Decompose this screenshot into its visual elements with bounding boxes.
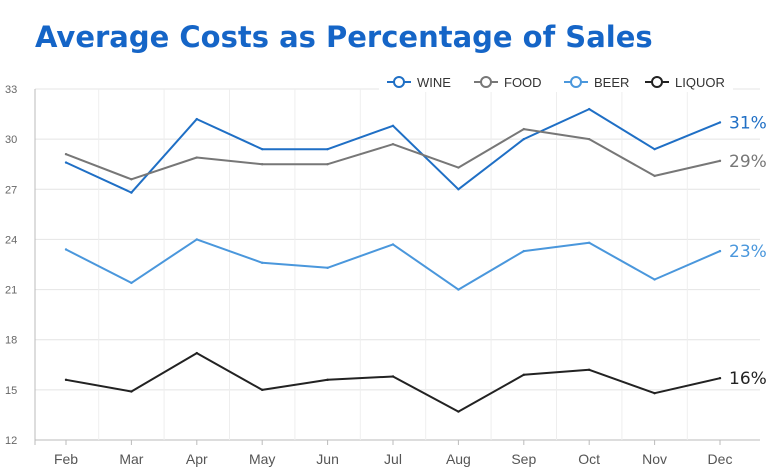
end-labels: 31% 29% 23% 16% <box>729 113 767 389</box>
data-point-liquor <box>457 410 460 413</box>
data-point-wine <box>457 188 460 191</box>
end-label-beer: 23% <box>729 242 767 262</box>
y-axis: 12 15 18 21 24 27 30 33 <box>5 84 17 447</box>
data-point-food <box>261 163 264 166</box>
data-point-wine <box>64 161 68 164</box>
legend-marker-liquor <box>651 76 663 88</box>
x-tick-label: Oct <box>578 451 600 467</box>
y-tick-label: 33 <box>5 84 17 96</box>
data-point-beer <box>195 238 198 241</box>
x-tick-label: Dec <box>708 451 733 467</box>
data-point-liquor <box>522 373 525 377</box>
data-point-wine <box>130 191 133 194</box>
x-tick-label: Nov <box>642 451 667 467</box>
data-point-liquor <box>326 378 329 382</box>
data-point-wine <box>326 147 329 151</box>
data-point-food <box>718 159 722 163</box>
end-label-food: 29% <box>729 152 767 172</box>
x-tick-label: Apr <box>186 451 208 467</box>
x-tick-label: Jun <box>316 451 339 467</box>
end-label-liquor: 16% <box>729 369 767 389</box>
data-point-liquor <box>588 368 591 371</box>
grid <box>35 88 760 441</box>
y-tick-label: 24 <box>5 234 17 246</box>
data-point-food <box>64 152 68 156</box>
y-tick-label: 27 <box>5 184 17 196</box>
x-tick-label: Feb <box>54 451 78 467</box>
data-point-liquor <box>718 376 722 380</box>
legend-label-beer: BEER <box>594 75 629 90</box>
x-axis: Feb Mar Apr May Jun Jul Aug Sep Oct Nov Dec <box>34 89 733 467</box>
legend-marker-beer <box>570 76 582 88</box>
x-tick-label: Jul <box>384 451 402 467</box>
data-point-wine <box>588 107 591 111</box>
legend-label-liquor: LIQUOR <box>675 75 725 90</box>
series-group <box>64 107 722 413</box>
end-label-wine: 31% <box>729 113 767 133</box>
data-point-wine <box>195 117 198 121</box>
data-point-food <box>195 156 198 159</box>
data-point-wine <box>261 147 264 151</box>
legend-label-wine: WINE <box>417 75 451 90</box>
data-point-beer <box>261 261 264 265</box>
x-tick-label: Sep <box>511 451 536 467</box>
legend: WINE FOOD BEER LIQUOR <box>379 72 733 92</box>
data-point-food <box>391 142 395 146</box>
data-point-beer <box>588 241 591 244</box>
data-point-beer <box>653 278 656 281</box>
data-point-food <box>130 178 133 181</box>
x-tick-label: Mar <box>119 451 143 467</box>
y-tick-label: 15 <box>5 385 17 397</box>
data-point-food <box>653 174 656 178</box>
x-tick-label: Aug <box>446 451 471 467</box>
data-point-beer <box>130 281 133 285</box>
data-point-wine <box>391 124 395 127</box>
data-point-liquor <box>195 351 198 355</box>
y-tick-label: 12 <box>5 435 17 447</box>
data-point-wine <box>522 137 525 141</box>
y-tick-label: 18 <box>5 335 17 347</box>
data-point-liquor <box>130 390 133 393</box>
legend-marker-food <box>480 76 492 88</box>
data-point-liquor <box>64 378 68 382</box>
data-point-liquor <box>391 375 395 378</box>
data-point-wine <box>718 121 722 124</box>
data-point-liquor <box>653 392 656 395</box>
legend-background <box>379 72 733 92</box>
chart-title: Average Costs as Percentage of Sales <box>35 20 653 54</box>
data-point-beer <box>457 288 460 291</box>
y-tick-label: 30 <box>5 134 17 146</box>
legend-label-food: FOOD <box>504 75 542 90</box>
data-point-food <box>522 127 525 131</box>
data-point-food <box>588 137 591 141</box>
data-point-food <box>326 163 329 166</box>
data-point-beer <box>64 248 68 251</box>
y-tick-label: 21 <box>5 285 17 297</box>
data-point-wine <box>653 147 656 151</box>
data-point-beer <box>718 249 722 253</box>
data-point-liquor <box>261 388 264 392</box>
x-tick-label: May <box>249 451 275 467</box>
data-point-beer <box>391 243 395 246</box>
legend-marker-wine <box>393 76 405 88</box>
data-point-beer <box>522 249 525 253</box>
data-point-food <box>457 166 460 169</box>
data-point-beer <box>326 266 329 270</box>
